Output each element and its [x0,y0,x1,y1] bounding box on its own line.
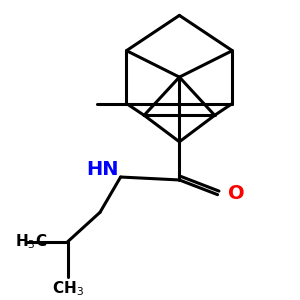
Text: O: O [228,184,245,203]
Text: CH$_3$: CH$_3$ [52,279,84,298]
Text: H$_3$C: H$_3$C [15,232,47,251]
Text: HN: HN [87,160,119,179]
